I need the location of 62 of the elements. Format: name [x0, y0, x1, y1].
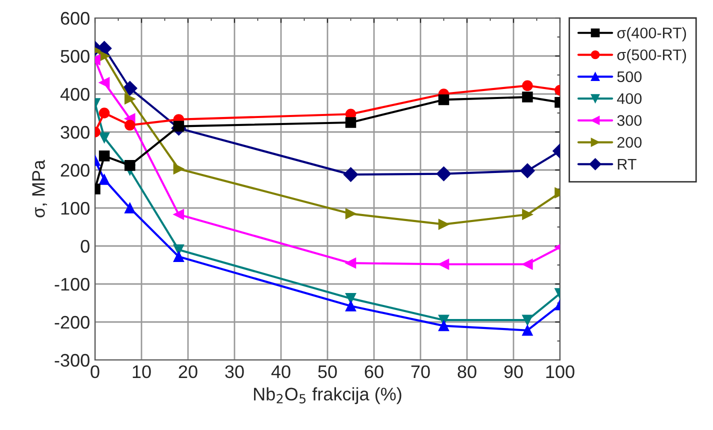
point [520, 163, 535, 178]
legend-label: σ(400-RT) [617, 27, 686, 42]
y-tick-label: 100 [61, 202, 90, 215]
point [522, 92, 533, 102]
point [522, 80, 533, 92]
y-tick-label: -100 [54, 278, 90, 291]
y-tick-label: -200 [54, 316, 90, 329]
y-tick-label: 0 [80, 240, 90, 253]
x-tick-label: 80 [458, 365, 476, 378]
x-tick-label: 20 [178, 365, 198, 378]
x-tick-label: 100 [546, 365, 574, 378]
x-tick-label: 60 [364, 365, 384, 378]
point [98, 150, 110, 162]
point [438, 320, 450, 332]
y-tick-label: 500 [60, 50, 90, 63]
point [173, 251, 184, 262]
point [345, 208, 356, 220]
x-tick-label: 90 [504, 365, 523, 378]
point [173, 120, 184, 132]
point [98, 174, 110, 185]
point [345, 258, 356, 268]
point [173, 163, 184, 174]
point [438, 218, 450, 230]
point [98, 108, 110, 118]
y-tick-label: 600 [60, 12, 90, 25]
point [345, 117, 356, 128]
point [124, 120, 136, 131]
y-tick-label: -300 [54, 354, 90, 367]
point [522, 258, 533, 270]
point [122, 80, 138, 96]
point [345, 300, 356, 312]
point [98, 132, 110, 144]
x-tick-label: 40 [271, 365, 290, 378]
point [124, 94, 136, 104]
legend-label: RT [618, 159, 636, 170]
point [345, 293, 356, 304]
x-tick-label: 50 [318, 365, 337, 378]
point [438, 258, 450, 270]
legend-label: 400 [617, 93, 642, 104]
point [343, 167, 358, 182]
point [522, 314, 533, 326]
legend-label: 200 [617, 136, 642, 148]
x-axis-title: Nb$_{2}$O$_{5}$ frakcija (%) [254, 387, 402, 404]
point [98, 77, 110, 88]
point [438, 94, 450, 106]
point [436, 166, 452, 182]
x-tick-label: 10 [132, 365, 151, 378]
point [522, 209, 533, 220]
y-axis-title: σ, MPa [32, 160, 48, 218]
point [522, 324, 533, 336]
y-tick-label: 400 [60, 88, 90, 101]
x-tick-label: 30 [225, 365, 244, 378]
point [173, 209, 184, 220]
point [124, 202, 136, 214]
legend-label: 300 [617, 115, 642, 126]
y-tick-label: 200 [60, 164, 90, 177]
legend-label: 500 [617, 71, 642, 82]
y-tick-label: 300 [60, 126, 90, 139]
legend-label: σ(500-RT) [617, 49, 686, 64]
point [124, 160, 136, 171]
x-tick-label: 0 [90, 365, 100, 378]
x-tick-label: 70 [411, 365, 430, 378]
